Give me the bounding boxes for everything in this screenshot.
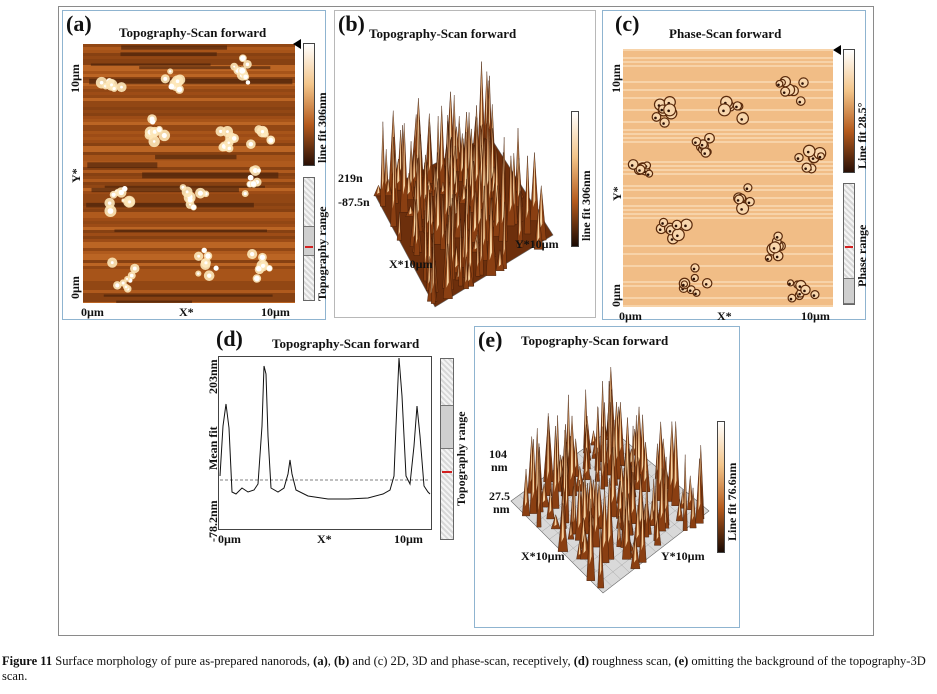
panel-a: (a) Topography-Scan forward 10µm Y* 0µm … <box>62 10 329 320</box>
panel-b-y-axis: Y*10µm <box>515 237 559 251</box>
caption-ref-a: (a) <box>313 654 328 668</box>
panel-c-colorbar-label: Line fit 28.5° <box>855 102 869 169</box>
panel-a-range-label: Topography range <box>315 206 329 301</box>
panel-e-colorbar <box>717 421 725 553</box>
phase-2d-image <box>623 49 833 307</box>
panel-c-y-bottom: 0µm <box>609 284 623 307</box>
panel-c-range-bar <box>843 183 855 305</box>
panel-c-label: (c) <box>615 11 640 36</box>
panel-b-colorbar <box>571 111 579 247</box>
panel-e-z-top-unit: nm <box>491 460 508 474</box>
panel-c-title: Phase-Scan forward <box>669 26 782 41</box>
panel-a-y-axis: Y* <box>69 168 83 183</box>
panel-c-x-right: 10µm <box>801 309 830 323</box>
panel-d: (d) Topography-Scan forward 203nm Mean f… <box>204 326 468 548</box>
figure-caption: Figure 11 Surface morphology of pure as-… <box>2 654 935 684</box>
panel-a-y-bottom: 0µm <box>68 276 82 299</box>
topography-3d-plot <box>339 45 565 315</box>
panel-d-title: Topography-Scan forward <box>272 336 420 351</box>
panel-e: (e) Topography-Scan forward 104 nm 27.5 … <box>474 326 740 628</box>
caption-ref-d: (d) <box>573 654 589 668</box>
panel-a-x-left: 0µm <box>81 305 104 319</box>
panel-a-x-right: 10µm <box>261 305 290 319</box>
caption-text: roughness scan, <box>589 654 675 668</box>
panel-b-title: Topography-Scan forward <box>369 26 517 41</box>
panel-e-title: Topography-Scan forward <box>521 333 669 348</box>
caption-text: , <box>327 654 334 668</box>
caption-text: and (c) 2D, 3D and phase-scan, receptive… <box>349 654 574 668</box>
panel-b-label: (b) <box>338 11 365 36</box>
panel-b: (b) Topography-Scan forward 219n -87.5n … <box>334 10 596 318</box>
roughness-profile-plot <box>218 356 432 530</box>
panel-d-x-left: 0µm <box>218 532 241 546</box>
panel-a-colorbar <box>303 43 315 166</box>
panel-a-title: Topography-Scan forward <box>119 25 267 40</box>
panel-e-label: (e) <box>478 327 503 352</box>
panel-d-label: (d) <box>216 326 243 351</box>
panel-c-x-axis: X* <box>717 309 732 323</box>
panel-d-range-bar <box>440 358 454 540</box>
caption-ref-e: (e) <box>674 654 689 668</box>
panel-e-x-axis: X*10µm <box>521 549 565 563</box>
panel-e-z-top: 104 <box>489 447 507 461</box>
panel-a-colorbar-label: line fit 306nm <box>315 92 329 163</box>
panel-c-x-left: 0µm <box>619 309 642 323</box>
caption-ref-b: (b) <box>333 654 350 668</box>
topography-2d-image <box>83 44 295 303</box>
topography-3d-background-removed <box>481 361 713 623</box>
panel-a-range-bar <box>303 177 315 301</box>
colorbar-pointer-icon <box>293 39 301 49</box>
caption-text: Surface morphology of pure as-prepared n… <box>52 654 314 668</box>
panel-d-range-label: Topography range <box>454 411 468 506</box>
panel-e-z-bottom: 27.5 <box>489 489 510 503</box>
panel-e-y-axis: Y*10µm <box>661 549 705 563</box>
panel-d-x-axis: X* <box>317 532 332 546</box>
panel-d-x-right: 10µm <box>394 532 423 546</box>
panel-a-label: (a) <box>66 11 92 36</box>
panel-a-y-top: 10µm <box>68 64 82 93</box>
panel-c: (c) Phase-Scan forward 10µm Y* 0µm 0µm X… <box>602 10 869 323</box>
panel-b-colorbar-label: line fit 306nm <box>579 170 593 241</box>
caption-lead: Figure 11 <box>2 654 53 668</box>
panel-b-z-top: 219n <box>338 171 363 185</box>
panel-e-colorbar-label: Line fit 76.6nm <box>725 462 739 541</box>
caption-text: omitting the background of the topograph… <box>2 654 926 683</box>
panel-c-colorbar <box>843 49 855 173</box>
panel-e-z-bottom-unit: nm <box>493 502 510 516</box>
panel-c-y-top: 10µm <box>609 64 623 93</box>
panel-b-z-bottom: -87.5n <box>338 195 370 209</box>
panel-a-x-axis: X* <box>179 305 194 319</box>
panel-b-x-axis: X*10µm <box>389 257 433 271</box>
panel-c-range-label: Phase range <box>855 224 869 287</box>
colorbar-pointer-icon <box>833 45 841 55</box>
